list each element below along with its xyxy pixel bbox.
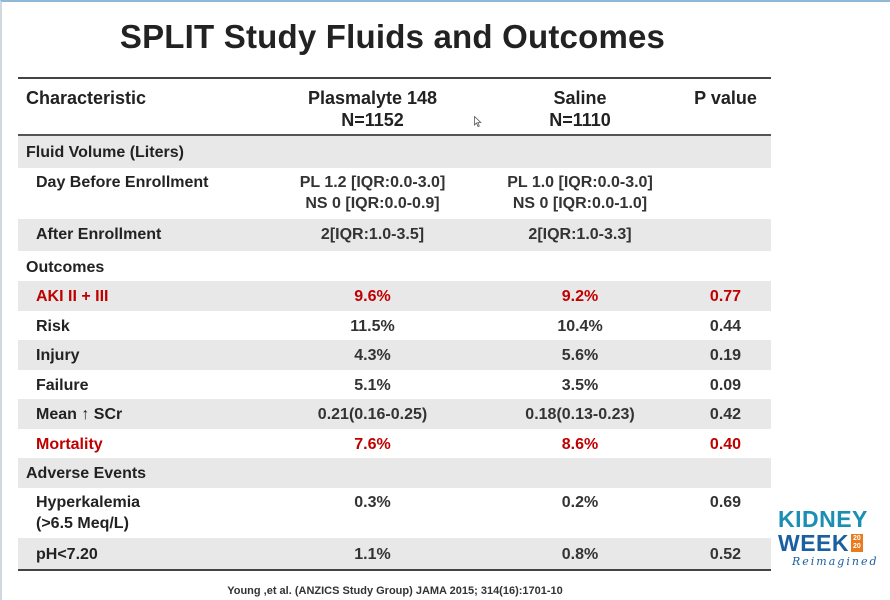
table-row: Risk 11.5% 10.4% 0.44 bbox=[18, 311, 771, 340]
header-p-value: P value bbox=[694, 88, 757, 108]
logo-year-badge: 20 20 bbox=[851, 534, 863, 552]
logo-year-top: 20 bbox=[853, 535, 861, 542]
header-plasmalyte: Plasmalyte 148 N=1152 bbox=[265, 79, 480, 131]
p-value: 0.40 bbox=[709, 436, 742, 453]
saline-value: 8.6% bbox=[561, 436, 599, 453]
p-value: 0.09 bbox=[709, 377, 742, 394]
row-label-line: (>6.5 Meq/L) bbox=[36, 515, 129, 532]
header-saline-n: N=1110 bbox=[549, 110, 611, 130]
table-row: Hyperkalemia (>6.5 Meq/L) 0.3% 0.2% 0.69 bbox=[18, 488, 771, 538]
logo-reimagined-text: Reimagined bbox=[792, 555, 879, 568]
section-row-adverse-events: Adverse Events bbox=[18, 458, 771, 488]
section-label: Outcomes bbox=[26, 259, 105, 276]
plasmalyte-value: 7.6% bbox=[354, 436, 391, 453]
table-row: pH<7.20 1.1% 0.8% 0.52 bbox=[18, 538, 771, 569]
saline-value: 10.4% bbox=[557, 318, 603, 335]
plasmalyte-value: 1.1% bbox=[354, 546, 391, 563]
table-row-highlight: AKI II + III 9.6% 9.2% 0.77 bbox=[18, 281, 771, 311]
plasmalyte-value: 2[IQR:1.0-3.5] bbox=[320, 226, 425, 243]
section-row-outcomes: Outcomes bbox=[18, 251, 771, 281]
header-plasmalyte-name: Plasmalyte 148 bbox=[307, 88, 438, 108]
saline-value: 0.18(0.13-0.23) bbox=[525, 406, 635, 423]
logo-year-bottom: 20 bbox=[853, 543, 861, 550]
plasmalyte-value: 0.3% bbox=[354, 494, 391, 511]
p-value: 0.44 bbox=[709, 318, 742, 335]
row-label: After Enrollment bbox=[36, 226, 162, 243]
plasmalyte-value: 0.21(0.16-0.25) bbox=[317, 406, 428, 423]
table-row: Mean ↑ SCr 0.21(0.16-0.25) 0.18(0.13-0.2… bbox=[18, 399, 771, 429]
row-label: Hyperkalemia (>6.5 Meq/L) bbox=[18, 492, 265, 534]
plasmalyte-value: 4.3% bbox=[354, 347, 391, 364]
saline-value: 0.2% bbox=[561, 494, 599, 511]
saline-value: 9.2% bbox=[561, 288, 599, 305]
p-value: 0.42 bbox=[709, 406, 742, 423]
p-value: 0.69 bbox=[709, 494, 742, 511]
plasmalyte-value: 9.6% bbox=[354, 288, 391, 305]
table-row: Day Before Enrollment PL 1.2 [IQR:0.0-3.… bbox=[18, 168, 771, 219]
header-characteristic: Characteristic bbox=[26, 88, 147, 108]
table-row: After Enrollment 2[IQR:1.0-3.5] 2[IQR:1.… bbox=[18, 219, 771, 251]
row-label-line: Hyperkalemia bbox=[36, 494, 141, 511]
saline-value: PL 1.0 [IQR:0.0-3.0] NS 0 [IQR:0.0-1.0] bbox=[480, 172, 680, 214]
row-label: Risk bbox=[36, 318, 70, 335]
saline-value: 5.6% bbox=[561, 347, 599, 364]
saline-value: 0.8% bbox=[561, 546, 599, 563]
row-label: Mortality bbox=[36, 436, 103, 453]
plasmalyte-value: 11.5% bbox=[350, 318, 395, 335]
table-header-row: Characteristic Plasmalyte 148 N=1152 Sal… bbox=[18, 79, 771, 136]
header-saline-name: Saline bbox=[553, 88, 607, 108]
row-label: Injury bbox=[36, 347, 80, 364]
p-value: 0.52 bbox=[709, 546, 742, 563]
value-line: NS 0 [IQR:0.0-1.0] bbox=[512, 195, 648, 212]
p-value: 0.19 bbox=[709, 347, 742, 364]
header-plasmalyte-n: N=1152 bbox=[341, 110, 404, 130]
row-label: Failure bbox=[36, 377, 89, 394]
value-line: NS 0 [IQR:0.0-0.9] bbox=[305, 195, 440, 212]
value-line: PL 1.2 [IQR:0.0-3.0] bbox=[299, 174, 446, 191]
section-label: Fluid Volume (Liters) bbox=[26, 144, 184, 161]
saline-value: 3.5% bbox=[561, 377, 599, 394]
kidney-week-logo: KIDNEY WEEK 20 20 Reimagined bbox=[778, 507, 886, 577]
slide-title: SPLIT Study Fluids and Outcomes bbox=[119, 18, 666, 55]
section-row-fluid-volume: Fluid Volume (Liters) bbox=[18, 136, 771, 168]
logo-week-text: WEEK bbox=[778, 530, 849, 556]
logo-week-line: WEEK 20 20 bbox=[778, 531, 886, 555]
plasmalyte-value: PL 1.2 [IQR:0.0-3.0] NS 0 [IQR:0.0-0.9] bbox=[265, 172, 480, 214]
row-label: Day Before Enrollment bbox=[36, 174, 209, 191]
citation: Young ,et al. (ANZICS Study Group) JAMA … bbox=[227, 585, 563, 597]
row-label: AKI II + III bbox=[36, 288, 109, 305]
table-row: Injury 4.3% 5.6% 0.19 bbox=[18, 340, 771, 370]
row-label: Mean ↑ SCr bbox=[36, 406, 123, 423]
saline-value: 2[IQR:1.0-3.3] bbox=[528, 226, 632, 243]
header-saline: Saline N=1110 bbox=[480, 79, 680, 131]
section-label: Adverse Events bbox=[26, 465, 147, 482]
table-row-highlight: Mortality 7.6% 8.6% 0.40 bbox=[18, 429, 771, 458]
row-label: pH<7.20 bbox=[36, 546, 98, 563]
p-value: 0.77 bbox=[709, 288, 742, 305]
mouse-cursor-icon bbox=[474, 116, 482, 127]
table-row: Failure 5.1% 3.5% 0.09 bbox=[18, 370, 771, 399]
plasmalyte-value: 5.1% bbox=[354, 377, 391, 394]
value-line: PL 1.0 [IQR:0.0-3.0] bbox=[507, 174, 653, 191]
results-table: Characteristic Plasmalyte 148 N=1152 Sal… bbox=[18, 77, 771, 571]
logo-kidney-text: KIDNEY bbox=[778, 506, 868, 532]
